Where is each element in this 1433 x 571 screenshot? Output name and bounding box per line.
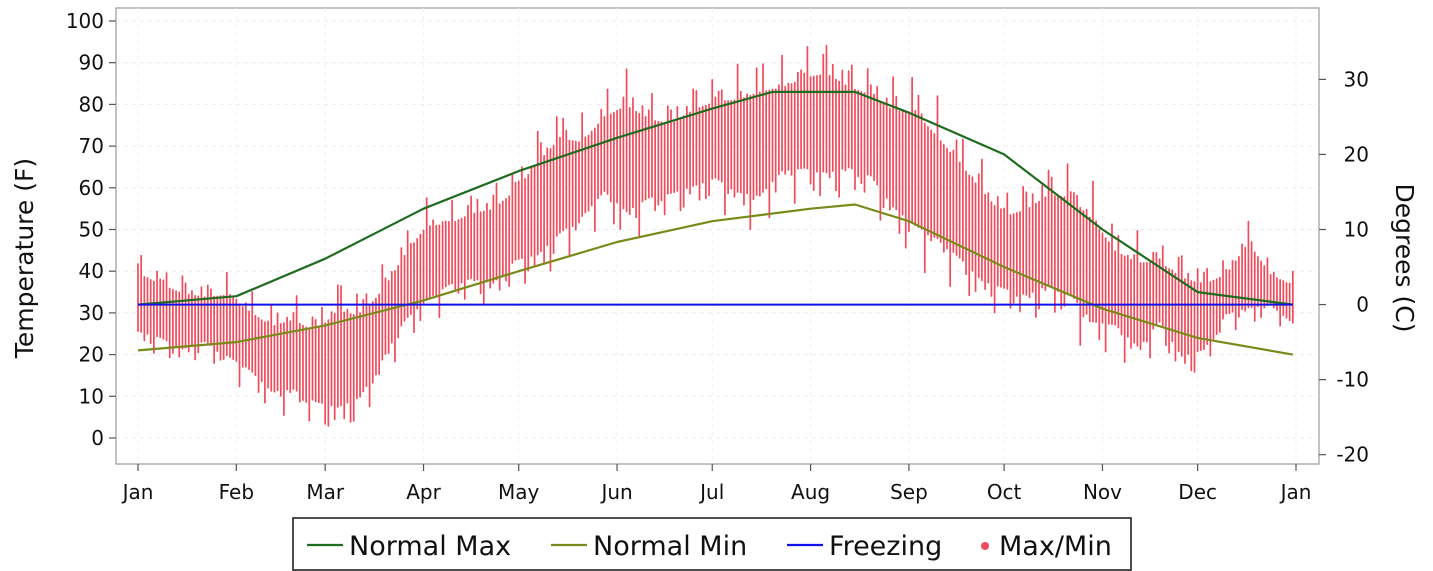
legend-label-max-min: Max/Min bbox=[999, 531, 1112, 562]
x-tick-label: May bbox=[498, 480, 540, 504]
y-axis-title-right: Degrees (C) bbox=[1390, 184, 1419, 333]
y-axis-right: -20 -10 0 10 20 30 bbox=[1319, 67, 1369, 467]
legend-label-normal-max: Normal Max bbox=[349, 531, 511, 562]
y-tick-label: 90 bbox=[79, 51, 104, 75]
y-right-tick-label: 30 bbox=[1344, 67, 1369, 91]
y-tick-label: 70 bbox=[79, 134, 104, 158]
y-axis-left: 0 10 20 30 40 50 60 70 80 90 100 bbox=[66, 9, 116, 450]
legend-box bbox=[292, 517, 1132, 571]
x-tick-label: Mar bbox=[306, 480, 345, 504]
x-tick-label: Jul bbox=[698, 480, 724, 504]
y-right-tick-label: -20 bbox=[1336, 443, 1369, 467]
y-right-tick-label: 20 bbox=[1344, 142, 1369, 166]
y-right-tick-label: -10 bbox=[1336, 368, 1369, 392]
x-tick-label: Dec bbox=[1178, 480, 1217, 504]
x-tick-label: Apr bbox=[406, 480, 441, 504]
legend-label-freezing: Freezing bbox=[829, 531, 942, 562]
y-tick-label: 20 bbox=[79, 343, 104, 367]
y-tick-label: 40 bbox=[79, 259, 104, 283]
plot-area bbox=[115, 7, 1320, 465]
max-min-bars bbox=[137, 44, 1294, 427]
x-tick-label: Jan bbox=[121, 480, 154, 504]
normal-max-line bbox=[137, 90, 1293, 306]
y-axis-title-left: Temperature (F) bbox=[10, 158, 39, 359]
y-tick-label: 60 bbox=[79, 176, 104, 200]
x-tick-label: Feb bbox=[219, 480, 254, 504]
x-tick-label: Jan bbox=[1279, 480, 1312, 504]
y-right-tick-label: 0 bbox=[1356, 293, 1369, 317]
y-right-tick-label: 10 bbox=[1344, 218, 1369, 242]
series-lines bbox=[137, 90, 1293, 356]
y-tick-label: 30 bbox=[79, 301, 104, 325]
x-tick-label: Jun bbox=[599, 480, 632, 504]
legend-label-normal-min: Normal Min bbox=[593, 531, 747, 562]
x-tick-label: Sep bbox=[890, 480, 928, 504]
y-tick-label: 80 bbox=[79, 92, 104, 116]
y-tick-label: 10 bbox=[79, 384, 104, 408]
x-axis: Jan Feb Mar Apr May Jun Jul Aug Sep Oct Nov Dec Jan bbox=[121, 464, 1312, 504]
x-tick-label: Nov bbox=[1083, 480, 1122, 504]
y-tick-label: 50 bbox=[79, 218, 104, 242]
x-tick-label: Aug bbox=[791, 480, 830, 504]
legend: Normal Max Normal Min Freezing Max/Min bbox=[292, 517, 1132, 571]
y-tick-label: 100 bbox=[66, 9, 104, 33]
legend-swatch-max-min bbox=[981, 542, 989, 550]
normal-min-line bbox=[137, 203, 1293, 356]
y-tick-label: 0 bbox=[91, 426, 104, 450]
x-tick-label: Oct bbox=[987, 480, 1022, 504]
